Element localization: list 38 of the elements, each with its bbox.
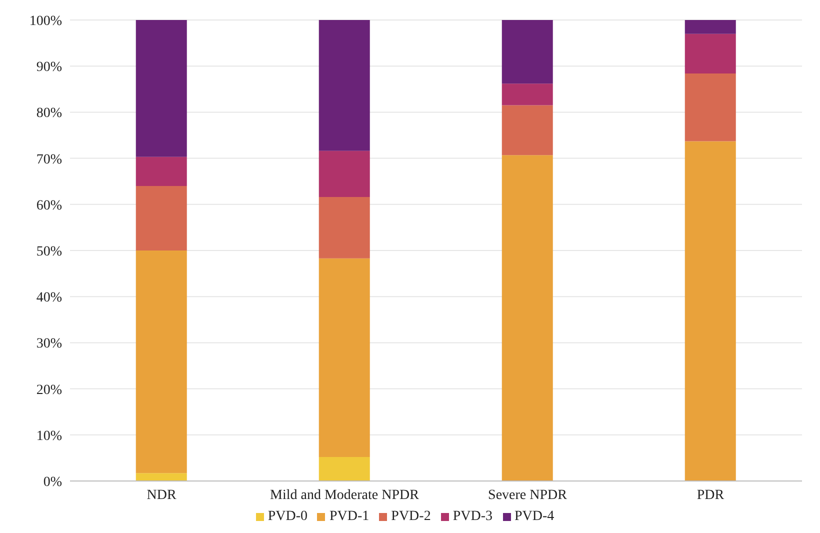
bar — [684, 73, 736, 142]
bar — [502, 155, 553, 481]
bar — [136, 250, 187, 474]
y-tick-label: 10% — [36, 428, 62, 444]
y-tick-label: 30% — [36, 336, 62, 352]
x-tick-label: NDR — [146, 488, 177, 503]
bar — [136, 473, 187, 481]
legend-label: PVD-0 — [268, 509, 308, 524]
bar — [684, 20, 736, 34]
bar — [502, 105, 553, 156]
y-tick-label: 40% — [36, 290, 62, 306]
bar — [318, 150, 370, 198]
bar — [318, 457, 370, 481]
y-tick-label: 80% — [36, 106, 62, 122]
legend-label: PVD-3 — [452, 509, 492, 524]
bar — [502, 84, 553, 106]
legend-label: PVD-1 — [329, 509, 370, 524]
bar — [502, 20, 553, 84]
bar — [684, 34, 736, 74]
y-tick-label: 60% — [36, 198, 62, 214]
y-tick-label: 90% — [36, 60, 62, 76]
legend-label: PVD-2 — [391, 509, 431, 524]
bar — [318, 20, 370, 151]
legend-label: PVD-4 — [514, 509, 554, 524]
x-tick-label: Severe NPDR — [488, 488, 568, 503]
y-tick-label: 20% — [36, 382, 62, 398]
bar — [136, 156, 187, 186]
x-tick-label: Mild and Moderate NPDR — [270, 488, 420, 503]
x-tick-label: PDR — [696, 488, 725, 503]
bar — [136, 20, 187, 157]
y-tick-label: 100% — [29, 14, 62, 29]
bar — [318, 258, 370, 458]
y-tick-label: 50% — [36, 244, 62, 260]
y-tick-label: 70% — [36, 152, 62, 168]
y-tick-label: 0% — [43, 474, 62, 490]
bar — [136, 186, 187, 250]
bar — [684, 141, 736, 481]
bar — [318, 197, 370, 258]
